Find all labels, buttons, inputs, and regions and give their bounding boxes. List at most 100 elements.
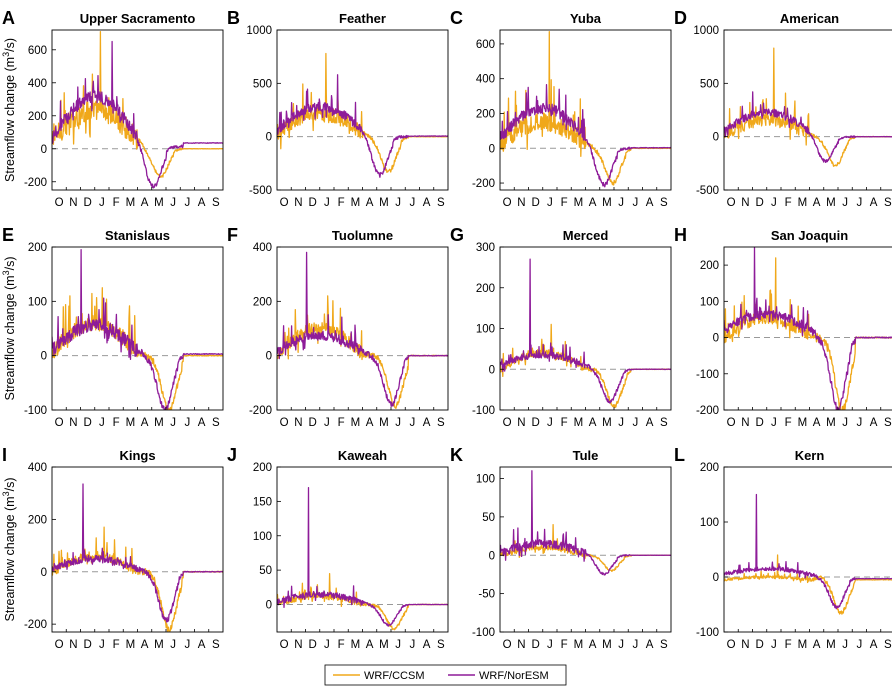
x-tick-label: F <box>785 197 792 209</box>
x-tick-label: N <box>741 197 749 209</box>
x-tick-label: D <box>755 639 763 651</box>
x-tick-label: F <box>561 417 568 429</box>
panel-letter: I <box>2 445 7 465</box>
y-tick-label: 200 <box>28 242 47 254</box>
series-line-wrf-noresm <box>52 249 223 410</box>
y-tick-label: 50 <box>482 512 495 524</box>
panel-letter: C <box>450 8 463 28</box>
x-tick-label: F <box>338 417 345 429</box>
y-tick-label: -200 <box>472 178 495 190</box>
y-tick-label: -200 <box>249 405 272 417</box>
y-tick-label: 0 <box>713 333 719 345</box>
x-tick-label: J <box>857 417 863 429</box>
x-tick-label: D <box>83 417 91 429</box>
y-tick-label: 100 <box>700 296 719 308</box>
x-tick-label: A <box>423 639 431 651</box>
y-tick-label: 200 <box>253 296 272 308</box>
x-tick-label: J <box>857 639 863 651</box>
panel-letter: J <box>227 445 237 465</box>
y-tick-label: 50 <box>259 565 272 577</box>
x-tick-label: J <box>99 197 105 209</box>
x-tick-label: J <box>633 639 639 651</box>
y-tick-label: 0 <box>266 600 272 612</box>
y-axis-label-part: /s) <box>3 257 17 271</box>
x-tick-label: O <box>503 639 512 651</box>
panel-title: Yuba <box>570 11 602 26</box>
x-tick-label: A <box>589 197 597 209</box>
y-tick-label: 0 <box>41 351 47 363</box>
x-tick-label: J <box>547 639 553 651</box>
y-tick-label: 100 <box>476 324 495 336</box>
y-axis-label: Streamflow change (m3/s) <box>1 478 17 622</box>
x-tick-label: S <box>437 197 445 209</box>
x-tick-label: O <box>55 417 64 429</box>
x-tick-label: A <box>141 417 149 429</box>
x-tick-label: A <box>366 197 374 209</box>
y-tick-label: -100 <box>472 405 495 417</box>
x-tick-label: A <box>870 417 878 429</box>
y-tick-label: 200 <box>700 260 719 272</box>
panel-letter: L <box>674 445 685 465</box>
x-tick-label: F <box>113 197 120 209</box>
y-tick-label: -100 <box>472 627 495 639</box>
x-tick-label: M <box>351 639 361 651</box>
x-tick-label: O <box>727 197 736 209</box>
y-tick-label: 400 <box>28 462 47 474</box>
x-tick-label: J <box>547 197 553 209</box>
legend: WRF/CCSM WRF/NorESM <box>324 664 567 686</box>
panel-letter: F <box>227 225 238 245</box>
x-tick-label: J <box>185 197 191 209</box>
y-tick-label: 0 <box>489 550 495 562</box>
series-line-wrf-noresm <box>500 470 671 576</box>
legend-label-wrf-ccsm: WRF/CCSM <box>364 670 425 682</box>
x-tick-label: J <box>170 417 176 429</box>
x-tick-label: M <box>351 197 361 209</box>
x-tick-label: J <box>185 639 191 651</box>
x-tick-label: O <box>727 639 736 651</box>
x-tick-label: J <box>771 417 777 429</box>
y-tick-label: 200 <box>700 462 719 474</box>
axes-box <box>499 246 672 411</box>
y-tick-label: 200 <box>476 283 495 295</box>
x-tick-label: S <box>660 197 668 209</box>
panel-title: Kern <box>795 448 825 463</box>
y-tick-label: 200 <box>253 462 272 474</box>
panel-title: Upper Sacramento <box>80 11 196 26</box>
x-tick-label: S <box>884 639 892 651</box>
x-tick-label: O <box>280 639 289 651</box>
x-tick-label: J <box>410 197 416 209</box>
y-tick-label: 200 <box>28 514 47 526</box>
x-tick-label: J <box>395 197 401 209</box>
x-tick-label: N <box>741 417 749 429</box>
x-tick-label: M <box>602 639 612 651</box>
x-tick-label: M <box>826 197 836 209</box>
x-tick-label: J <box>395 417 401 429</box>
x-tick-label: O <box>55 639 64 651</box>
x-tick-label: M <box>126 197 136 209</box>
panel-title: American <box>780 11 839 26</box>
x-tick-label: M <box>826 639 836 651</box>
series-line-wrf-ccsm <box>277 52 448 174</box>
x-tick-label: N <box>517 639 525 651</box>
y-tick-label: -500 <box>696 185 719 197</box>
x-tick-label: A <box>870 639 878 651</box>
x-tick-label: N <box>69 197 77 209</box>
x-tick-label: M <box>126 417 136 429</box>
legend-box <box>324 664 567 686</box>
y-tick-label: 1000 <box>246 25 272 37</box>
x-tick-label: S <box>212 417 220 429</box>
y-tick-label: 200 <box>28 111 47 123</box>
x-tick-label: F <box>785 639 792 651</box>
x-tick-label: J <box>633 197 639 209</box>
series-line-wrf-noresm <box>500 84 671 188</box>
x-tick-label: M <box>154 417 164 429</box>
x-tick-label: A <box>423 417 431 429</box>
x-tick-label: D <box>308 197 316 209</box>
x-tick-label: N <box>69 417 77 429</box>
series-line-wrf-noresm <box>277 74 448 178</box>
